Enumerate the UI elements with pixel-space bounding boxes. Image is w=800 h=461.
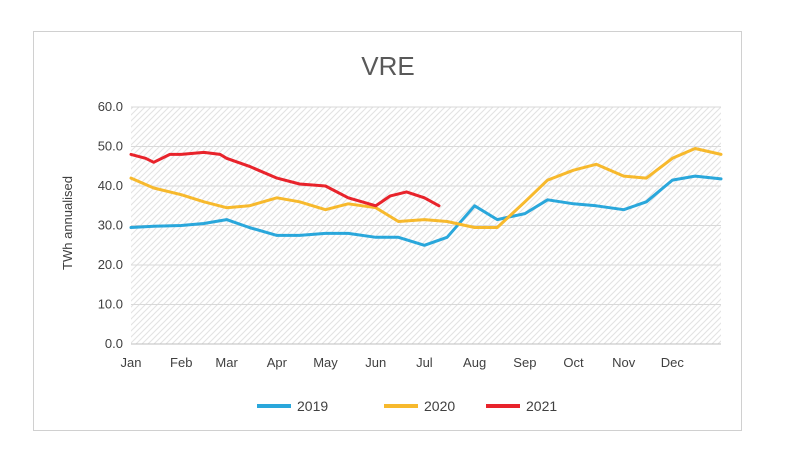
- y-tick-label: 10.0: [98, 297, 123, 312]
- legend-label-2019: 2019: [297, 398, 328, 414]
- x-tick-label: Jun: [365, 355, 386, 370]
- y-tick-label: 20.0: [98, 257, 123, 272]
- x-tick-label: Feb: [170, 355, 192, 370]
- y-tick-label: 40.0: [98, 178, 123, 193]
- x-tick-label: Dec: [661, 355, 685, 370]
- x-tick-label: Sep: [513, 355, 536, 370]
- chart-frame: VRE TWh annualised 0.0 10.0 20.0 30.0 40.0 50…: [33, 31, 742, 431]
- x-tick-label: Nov: [612, 355, 636, 370]
- series-line-2021: [129, 150, 441, 208]
- y-tick-label: 50.0: [98, 139, 123, 154]
- x-tick-label: Aug: [463, 355, 486, 370]
- x-tick-label: Jan: [121, 355, 142, 370]
- x-tick-label: May: [313, 355, 338, 370]
- chart-title: VRE: [361, 51, 414, 81]
- y-tick-label: 0.0: [105, 336, 123, 351]
- legend: 2019 2020 2021: [257, 398, 557, 414]
- x-tick-labels: Jan Feb Mar Apr May Jun Jul Aug Sep Oct Nov Dec: [121, 355, 685, 370]
- y-axis-label: TWh annualised: [60, 176, 75, 270]
- series-line-2019: [129, 174, 723, 247]
- y-tick-label: 30.0: [98, 218, 123, 233]
- legend-label-2020: 2020: [424, 398, 455, 414]
- x-tick-label: Oct: [563, 355, 584, 370]
- series-line-2020: [129, 147, 723, 229]
- series-lines: [129, 147, 723, 247]
- vre-line-chart: VRE TWh annualised 0.0 10.0 20.0 30.0 40.0 50…: [60, 51, 723, 414]
- x-tick-label: Mar: [215, 355, 238, 370]
- legend-label-2021: 2021: [526, 398, 557, 414]
- y-tick-label: 60.0: [98, 99, 123, 114]
- gridlines: [131, 106, 721, 345]
- x-tick-label: Apr: [267, 355, 288, 370]
- y-tick-labels: 0.0 10.0 20.0 30.0 40.0 50.0 60.0: [98, 99, 123, 351]
- x-tick-label: Jul: [416, 355, 433, 370]
